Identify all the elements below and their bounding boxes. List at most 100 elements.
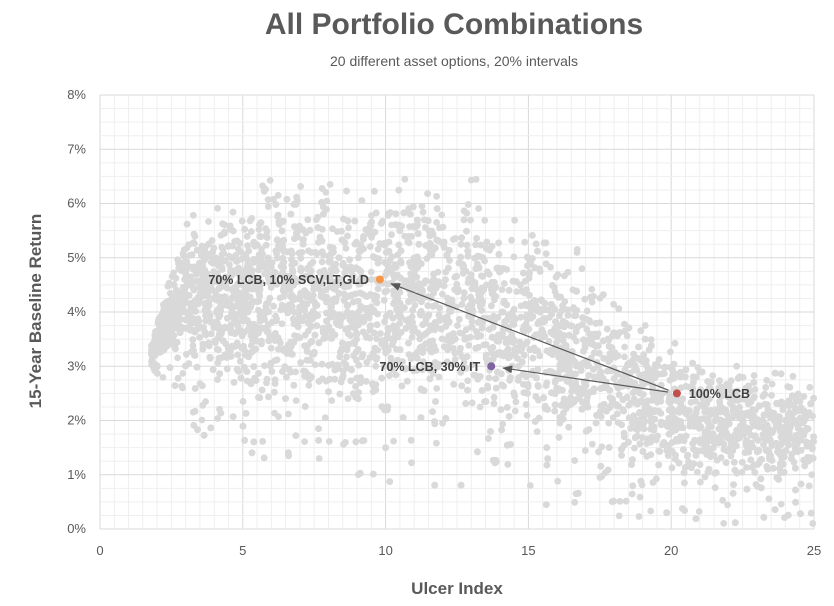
cloud-point — [741, 428, 748, 436]
cloud-point — [697, 478, 704, 486]
cloud-point — [270, 302, 277, 310]
cloud-point — [485, 435, 492, 442]
cloud-point — [724, 393, 732, 401]
cloud-point — [520, 269, 527, 277]
cloud-point — [680, 446, 687, 453]
cloud-point — [402, 365, 409, 373]
cloud-point — [409, 306, 416, 314]
cloud-point — [369, 382, 377, 389]
cloud-point — [711, 484, 719, 491]
cloud-point — [178, 299, 186, 307]
cloud-point — [436, 317, 443, 324]
cloud-point — [247, 380, 255, 388]
cloud-point — [637, 327, 645, 335]
cloud-point — [339, 342, 347, 350]
cloud-point — [532, 331, 539, 339]
cloud-point — [390, 437, 397, 445]
cloud-point — [343, 353, 350, 361]
cloud-point — [542, 501, 550, 508]
cloud-point — [261, 362, 268, 369]
cloud-point — [572, 362, 580, 370]
cloud-point — [464, 201, 472, 208]
cloud-point — [615, 512, 623, 520]
cloud-point — [172, 345, 179, 353]
cloud-point — [354, 346, 362, 353]
cloud-point — [511, 407, 519, 415]
cloud-point — [380, 296, 388, 304]
cloud-point — [199, 340, 207, 348]
cloud-point — [597, 462, 605, 470]
cloud-point — [665, 406, 673, 414]
cloud-point — [606, 350, 614, 357]
cloud-point — [426, 240, 434, 247]
cloud-point — [460, 289, 468, 297]
cloud-point — [285, 341, 292, 349]
cloud-point — [590, 373, 598, 381]
cloud-point — [568, 388, 575, 395]
cloud-point — [742, 385, 749, 392]
cloud-point — [660, 370, 668, 377]
cloud-point — [388, 221, 395, 229]
cloud-point — [676, 405, 683, 413]
cloud-point — [465, 341, 473, 349]
cloud-point — [341, 283, 348, 291]
cloud-point — [392, 371, 400, 379]
cloud-point — [234, 351, 242, 359]
cloud-point — [566, 396, 574, 403]
cloud-point — [633, 400, 641, 408]
cloud-point — [788, 455, 795, 462]
cloud-point — [548, 300, 555, 308]
cloud-point — [764, 465, 772, 473]
cloud-point — [430, 270, 437, 278]
cloud-point — [639, 448, 647, 455]
cloud-point — [484, 384, 492, 392]
cloud-point — [628, 490, 636, 498]
cloud-point — [677, 369, 684, 376]
cloud-point — [689, 440, 697, 447]
cloud-point — [359, 328, 367, 336]
cloud-point — [801, 462, 809, 470]
cloud-point — [542, 382, 550, 389]
cloud-point — [373, 335, 380, 343]
cloud-point — [413, 273, 421, 281]
cloud-point — [685, 407, 693, 414]
cloud-point — [380, 363, 388, 370]
cloud-point — [450, 381, 458, 388]
cloud-point — [438, 211, 446, 219]
cloud-point — [231, 255, 239, 262]
cloud-point — [258, 386, 266, 394]
cloud-point — [487, 428, 494, 435]
cloud-point — [690, 390, 698, 398]
cloud-point — [355, 389, 362, 396]
cloud-point — [543, 461, 551, 469]
cloud-point — [406, 210, 414, 218]
cloud-point — [666, 446, 674, 454]
cloud-point — [682, 432, 690, 440]
cloud-point — [291, 275, 299, 283]
cloud-point — [258, 245, 265, 253]
cloud-point — [498, 286, 506, 293]
cloud-point — [776, 450, 783, 458]
chart-title: All Portfolio Combinations — [264, 8, 644, 41]
cloud-point — [789, 372, 797, 380]
cloud-point — [513, 288, 521, 295]
cloud-point — [541, 318, 548, 325]
cloud-point — [776, 465, 783, 472]
cloud-point — [374, 245, 382, 253]
cloud-point — [763, 376, 771, 384]
cloud-point — [228, 272, 235, 280]
cloud-point — [274, 191, 282, 199]
cloud-point — [608, 344, 616, 352]
cloud-point — [517, 302, 525, 310]
cloud-point — [297, 359, 305, 367]
cloud-point — [260, 311, 268, 318]
cloud-point — [631, 434, 639, 442]
cloud-point — [625, 324, 633, 332]
cloud-point — [717, 405, 725, 413]
cloud-point — [784, 511, 792, 519]
cloud-point — [458, 382, 466, 390]
cloud-point — [212, 339, 219, 346]
cloud-point — [799, 419, 807, 427]
cloud-point — [439, 223, 447, 231]
cloud-point — [806, 384, 814, 391]
